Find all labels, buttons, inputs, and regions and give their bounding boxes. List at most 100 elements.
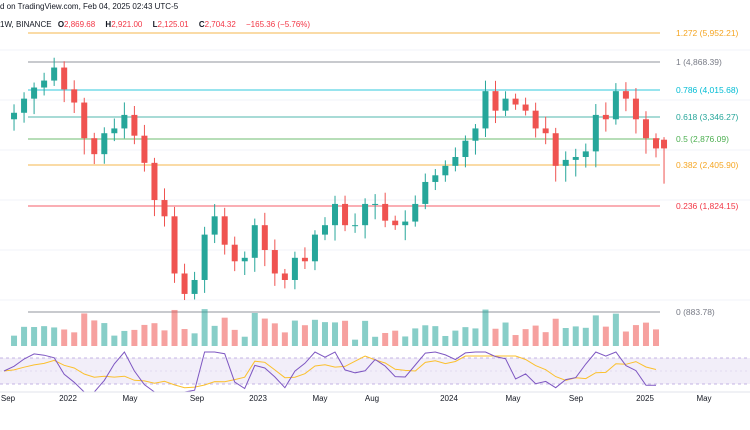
volume-bar-45 (452, 330, 459, 346)
candle-body-49 (492, 91, 499, 111)
volume-bar-34 (342, 320, 349, 346)
candle-body-22 (221, 216, 228, 245)
volume-bar-5 (51, 327, 58, 346)
x-axis-label-9: Sep (569, 394, 584, 403)
volume-bar-36 (362, 320, 369, 346)
volume-bar-31 (311, 319, 318, 346)
x-axis-label-3: Sep (190, 394, 205, 403)
volume-bar-55 (552, 318, 559, 346)
volume-bar-11 (111, 335, 118, 346)
fib-label-6: 0.236 (1,824.15) (676, 201, 739, 211)
volume-bar-25 (251, 312, 258, 346)
candle-body-61 (612, 91, 619, 120)
fib-label-4: 0.5 (2,876.09) (676, 134, 729, 144)
x-axis-label-0: Sep (1, 394, 16, 403)
x-axis-label-7: 2024 (440, 394, 458, 403)
fib-label-1: 1 (4,868.39) (676, 57, 722, 67)
volume-bar-22 (221, 317, 228, 346)
x-axis-label-8: May (505, 394, 520, 403)
candle-body-39 (392, 220, 399, 226)
volume-bar-13 (131, 329, 138, 346)
volume-bar-27 (271, 323, 278, 346)
publish-info: d on TradingView.com, Feb 04, 2025 02:43… (0, 2, 182, 11)
high-value: 2,921.00 (111, 20, 143, 29)
volume-bar-18 (181, 329, 188, 346)
low-label: L (152, 20, 158, 29)
volume-bar-23 (231, 329, 238, 346)
last-candle-body (661, 139, 668, 149)
volume-bar-64 (642, 322, 649, 346)
candle-body-3 (31, 87, 38, 99)
candle-body-16 (161, 200, 168, 217)
fib-label-7: 0 (883.78) (676, 307, 715, 317)
volume-bar-35 (352, 339, 359, 346)
candle-body-24 (241, 257, 248, 262)
candle-body-11 (111, 128, 118, 134)
volume-bar-33 (332, 322, 339, 346)
volume-bar-4 (41, 326, 48, 346)
candle-body-7 (71, 89, 78, 103)
candle-body-10 (101, 133, 108, 155)
rsi-ma-line (3, 355, 657, 389)
candle-body-53 (532, 110, 539, 129)
volume-bar-59 (592, 315, 599, 346)
volume-bar-50 (502, 322, 509, 346)
candle-body-51 (512, 98, 519, 105)
candle-body-18 (181, 273, 188, 294)
candle-body-46 (462, 140, 469, 157)
candle-body-44 (442, 165, 449, 176)
candle-body-2 (21, 98, 28, 113)
high-label: H (105, 20, 112, 29)
fib-label-3: 0.618 (3,346.27) (676, 112, 739, 122)
candle-body-31 (311, 234, 318, 262)
candle-body-54 (542, 128, 549, 134)
fib-label-2: 0.786 (4,015.68) (676, 85, 739, 95)
open-label: O (57, 20, 65, 29)
candle-body-36 (362, 203, 369, 226)
volume-bar-3 (31, 327, 38, 346)
candle-body-48 (482, 91, 489, 129)
candle-body-50 (502, 98, 509, 111)
volume-bar-32 (321, 322, 328, 346)
volume-bar-1 (11, 335, 18, 346)
interval-exchange: 1W, BINANCE (0, 20, 52, 29)
candle-body-8 (81, 102, 88, 139)
candle-body-59 (592, 114, 599, 152)
volume-bar-9 (91, 320, 98, 346)
candle-body-34 (342, 203, 349, 226)
volume-bar-63 (632, 325, 639, 346)
volume-bar-19 (191, 333, 198, 346)
x-axis-label-4: 2023 (249, 394, 267, 403)
candle-body-12 (121, 114, 128, 129)
volume-bar-40 (402, 336, 409, 346)
volume-bar-15 (151, 323, 158, 346)
volume-bar-21 (211, 325, 218, 346)
fib-label-5: 0.382 (2,405.90) (676, 160, 739, 170)
x-axis-label-1: 2022 (59, 394, 77, 403)
candle-body-45 (452, 156, 459, 166)
volume-bar-29 (291, 320, 298, 346)
rsi-line (3, 351, 656, 393)
volume-bar-10 (101, 323, 108, 346)
candle-body-32 (321, 225, 328, 235)
candle-body-65 (653, 138, 659, 149)
candle-body-52 (522, 104, 529, 111)
candle-body-27 (271, 250, 278, 274)
candle-body-21 (211, 216, 218, 235)
candle-body-30 (301, 257, 308, 262)
fib-label-0: 1.272 (5,952.21) (676, 28, 739, 38)
candle-body-60 (602, 114, 609, 120)
candle-body-62 (622, 91, 629, 99)
volume-bar-57 (572, 326, 579, 346)
volume-bar-14 (141, 324, 148, 346)
volume-bar-39 (392, 330, 399, 346)
candle-body-35 (352, 225, 359, 227)
volume-bar-62 (622, 331, 629, 346)
volume-bar-24 (241, 336, 248, 346)
volume-bar-47 (472, 328, 479, 346)
candle-body-6 (61, 67, 68, 90)
candle-body-19 (191, 279, 198, 294)
candle-body-17 (171, 216, 178, 274)
candle-body-56 (562, 159, 569, 166)
